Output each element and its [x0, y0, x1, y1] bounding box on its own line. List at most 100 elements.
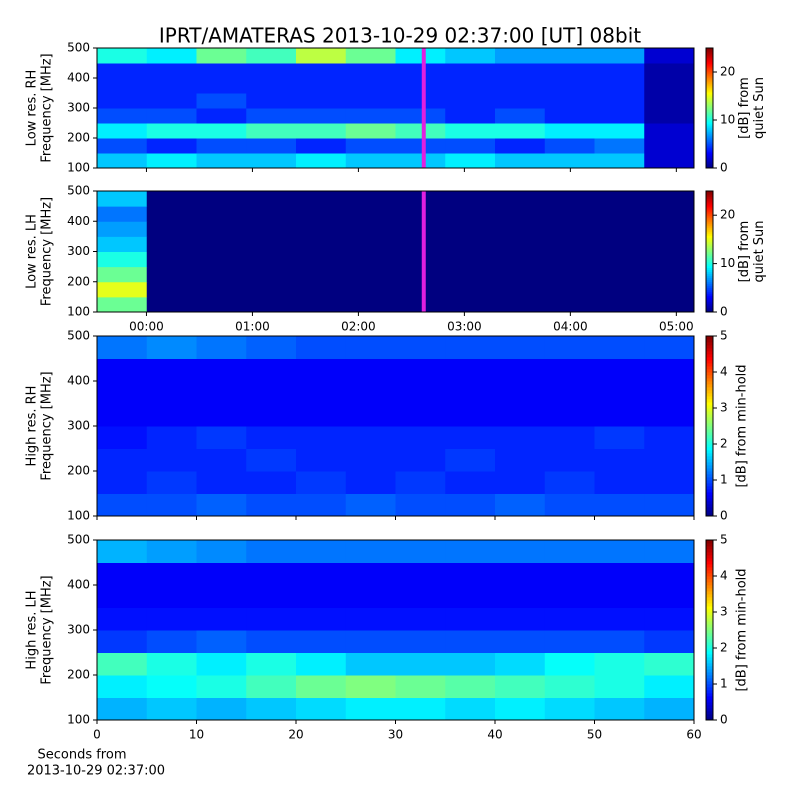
heatmap-cell — [395, 630, 446, 653]
y-axis-label: Frequency [MHz] — [40, 53, 55, 162]
heatmap-cell — [495, 123, 546, 139]
heatmap-cell — [246, 426, 297, 449]
colorbar-segment — [706, 375, 713, 379]
heatmap-cell — [495, 358, 546, 382]
colorbar-segment — [706, 411, 713, 415]
colorbar-segment — [706, 108, 713, 111]
colorbar-segment — [706, 642, 713, 646]
heatmap-cell — [246, 336, 297, 359]
heatmap-cell — [97, 471, 148, 494]
heatmap-cell — [146, 153, 197, 169]
heatmap-cell — [246, 281, 297, 298]
heatmap-cell — [345, 221, 396, 237]
colorbar-tick-label: 2 — [720, 641, 728, 655]
colorbar-segment — [706, 166, 713, 169]
colorbar-segment — [706, 657, 713, 661]
heatmap-cell — [495, 78, 546, 94]
colorbar-segment — [706, 636, 713, 640]
colorbar-segment — [706, 98, 713, 101]
heatmap-cell — [644, 426, 695, 449]
heatmap-cell — [395, 108, 446, 124]
colorbar-segment — [706, 579, 713, 583]
colorbar-segment — [706, 420, 713, 424]
heatmap-cell — [594, 630, 645, 653]
colorbar-segment — [706, 603, 713, 607]
y-tick-label: 300 — [67, 244, 90, 258]
heatmap-cell — [345, 448, 396, 472]
heatmap-cell — [345, 48, 396, 64]
heatmap-cell — [146, 540, 197, 563]
heatmap-cell — [196, 236, 247, 252]
colorbar-tick-label: 0 — [720, 713, 728, 727]
heatmap-cell — [544, 630, 595, 653]
colorbar-segment — [706, 369, 713, 373]
colorbar-segment — [706, 393, 713, 397]
heatmap-cell — [594, 221, 645, 237]
colorbar-segment — [706, 283, 713, 287]
colorbar-segment — [706, 486, 713, 490]
heatmap-cell — [97, 138, 148, 154]
colorbar-segment — [706, 52, 713, 55]
x-axis-label: 2013-10-29 02:37:00 — [27, 764, 165, 779]
colorbar-segment — [706, 136, 713, 139]
colorbar-segment — [706, 110, 713, 113]
colorbar-segment — [706, 60, 713, 63]
heatmap-cell — [495, 206, 546, 222]
heatmap-cell — [395, 123, 446, 139]
heatmap-cell — [544, 251, 595, 268]
heatmap-cell — [146, 251, 197, 268]
colorbar-segment — [706, 450, 713, 454]
heatmap-cell — [146, 697, 197, 721]
heatmap-cell — [146, 296, 197, 313]
heatmap-cell — [296, 251, 347, 268]
heatmap-cell — [146, 48, 197, 64]
heatmap-cell — [246, 296, 297, 313]
heatmap-cell — [196, 493, 247, 517]
heatmap-cell — [246, 652, 297, 676]
heatmap-cell — [395, 358, 446, 382]
y-tick-label: 300 — [67, 419, 90, 433]
heatmap-cell — [445, 138, 496, 154]
heatmap-cell — [644, 675, 695, 698]
colorbar-segment — [706, 56, 713, 59]
colorbar-segment — [706, 223, 713, 226]
colorbar-segment — [706, 128, 713, 131]
colorbar-segment — [706, 285, 713, 289]
colorbar-tick-label: 10 — [720, 113, 735, 127]
colorbar-segment — [706, 717, 713, 721]
heatmap-cell — [296, 358, 347, 382]
colorbar-segment — [706, 66, 713, 69]
heatmap-cell — [296, 426, 347, 449]
heatmap-cell — [196, 221, 247, 237]
colorbar-tick-label: 5 — [720, 533, 728, 547]
colorbar-segment — [706, 273, 713, 277]
heatmap-cell — [495, 675, 546, 698]
colorbar-segment — [706, 612, 713, 616]
heatmap-cell — [97, 381, 148, 404]
heatmap-cell — [296, 206, 347, 222]
heatmap-cell — [445, 63, 496, 79]
colorbar-tick-label: 0 — [720, 305, 728, 319]
x-axis-label: Seconds from — [37, 748, 126, 763]
colorbar-segment — [706, 507, 713, 511]
heatmap-cell — [544, 48, 595, 64]
heatmap-cell — [594, 585, 645, 608]
heatmap-cell — [445, 697, 496, 721]
heatmap-cell — [445, 381, 496, 404]
heatmap-cell — [345, 63, 396, 79]
heatmap-cell — [395, 540, 446, 563]
colorbar-segment — [706, 152, 713, 155]
colorbar-segment — [706, 348, 713, 352]
heatmap-cell — [495, 630, 546, 653]
colorbar-segment — [706, 195, 713, 198]
colorbar-segment — [706, 648, 713, 652]
heatmap-cell — [544, 585, 595, 608]
y-axis-label: High res. RH — [25, 386, 40, 467]
heatmap-cell — [495, 336, 546, 359]
colorbar-segment — [706, 239, 713, 242]
heatmap-cell — [146, 381, 197, 404]
heatmap-cell — [345, 540, 396, 563]
heatmap-cell — [395, 281, 446, 298]
colorbar-segment — [706, 307, 713, 311]
y-axis-label: Frequency [MHz] — [40, 371, 55, 480]
